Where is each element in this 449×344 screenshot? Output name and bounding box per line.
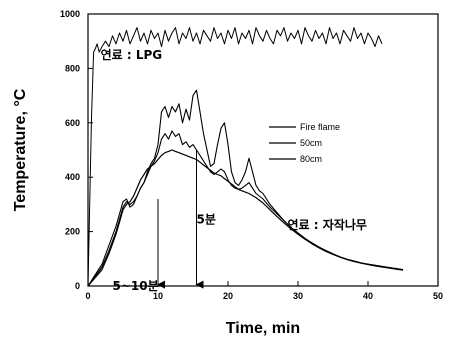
- series-group: 연료 : LPG: [87, 27, 404, 287]
- y-tick-label: 800: [65, 63, 80, 73]
- plot-frame: [87, 13, 439, 287]
- annotation-arrows: [157, 150, 204, 289]
- annotations: 5분 연료 : 자작나무 5~10분: [113, 212, 367, 293]
- x-axis-title: Time, min: [226, 320, 300, 337]
- x-tick-label: 50: [433, 291, 443, 301]
- legend-label: Fire flame: [300, 122, 340, 132]
- x-tick-label: 30: [293, 291, 303, 301]
- legend: Fire flame 50cm 80cm: [269, 122, 340, 164]
- x-tick-label: 40: [363, 291, 373, 301]
- legend-label: 80cm: [300, 154, 322, 164]
- legend-label: 50cm: [300, 138, 322, 148]
- series-label-lpg: 연료 : LPG: [101, 47, 163, 62]
- y-tick-label: 600: [65, 118, 80, 128]
- series-line-50cm: [87, 130, 404, 287]
- series-line-80cm: [87, 149, 404, 287]
- annotation-label: 5분: [197, 212, 216, 226]
- y-tick-label: 200: [65, 227, 80, 237]
- annotation-label: 연료 : 자작나무: [288, 217, 367, 232]
- x-tick-label: 0: [85, 291, 90, 301]
- x-tick-label: 10: [153, 291, 163, 301]
- axes: [87, 13, 439, 287]
- x-tick-label: 20: [223, 291, 233, 301]
- series-line-lpg: [87, 27, 383, 287]
- y-axis-title: Temperature, °C: [12, 88, 29, 211]
- annotation-label: 5~10분: [113, 279, 159, 293]
- series-line-fire-flame: [87, 89, 404, 287]
- y-tick-label: 1000: [60, 9, 80, 19]
- y-tick-label: 400: [65, 172, 80, 182]
- y-tick-label: 0: [75, 281, 80, 291]
